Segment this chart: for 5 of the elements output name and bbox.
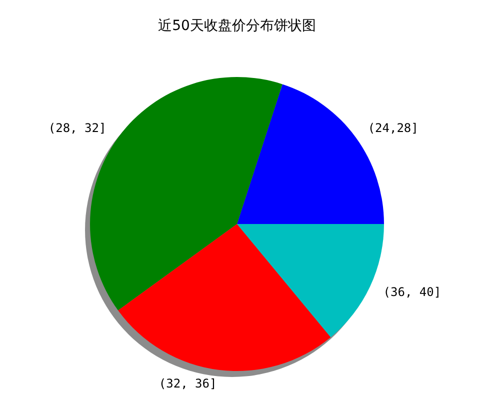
slice-label: (24,28] bbox=[368, 121, 418, 136]
slice-label: (36, 40] bbox=[383, 285, 442, 300]
slice-label: (32, 36] bbox=[158, 376, 217, 391]
slice-label: (28, 32] bbox=[48, 121, 106, 136]
chart-title: 近50天收盘价分布饼状图 bbox=[158, 18, 316, 34]
